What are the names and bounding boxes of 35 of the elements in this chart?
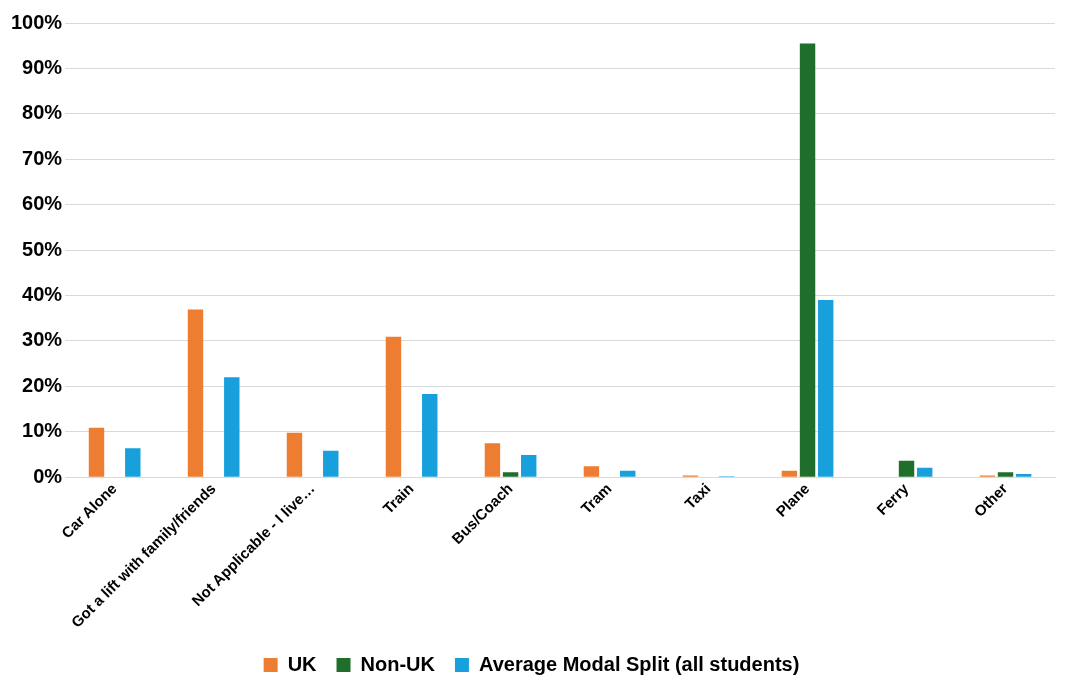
bar xyxy=(1015,474,1032,477)
bar xyxy=(817,300,834,477)
y-tick-label: 60% xyxy=(22,192,63,215)
x-tick-label: Taxi xyxy=(681,479,714,513)
bar xyxy=(484,443,501,477)
y-tick-label: 40% xyxy=(22,283,63,306)
y-tick-label: 90% xyxy=(22,55,63,78)
bar xyxy=(187,309,204,477)
bar xyxy=(224,377,240,477)
bar xyxy=(323,450,339,477)
y-tick-label: 20% xyxy=(22,373,63,396)
legend-label: UK xyxy=(287,652,318,675)
bar xyxy=(781,470,798,477)
y-tick-label: 80% xyxy=(22,101,63,124)
bar xyxy=(898,460,915,477)
y-tick-label: 100% xyxy=(11,10,63,33)
bar xyxy=(422,394,438,477)
bar xyxy=(502,472,519,477)
legend-label: Non-UK xyxy=(360,652,436,675)
bar xyxy=(286,432,303,477)
bar xyxy=(385,336,402,477)
y-tick-label: 30% xyxy=(22,328,63,351)
y-tick-label: 70% xyxy=(22,146,63,169)
y-tick-label: 0% xyxy=(33,464,63,487)
bar xyxy=(997,472,1014,477)
legend-label: Average Modal Split (all students) xyxy=(478,652,800,675)
bar xyxy=(88,427,105,477)
bar xyxy=(799,43,816,477)
bar xyxy=(583,466,600,477)
y-tick-label: 10% xyxy=(22,419,63,442)
bar xyxy=(916,467,933,477)
bar xyxy=(521,454,537,477)
y-tick-label: 50% xyxy=(22,237,63,260)
bar xyxy=(620,470,636,477)
bar xyxy=(125,448,141,477)
